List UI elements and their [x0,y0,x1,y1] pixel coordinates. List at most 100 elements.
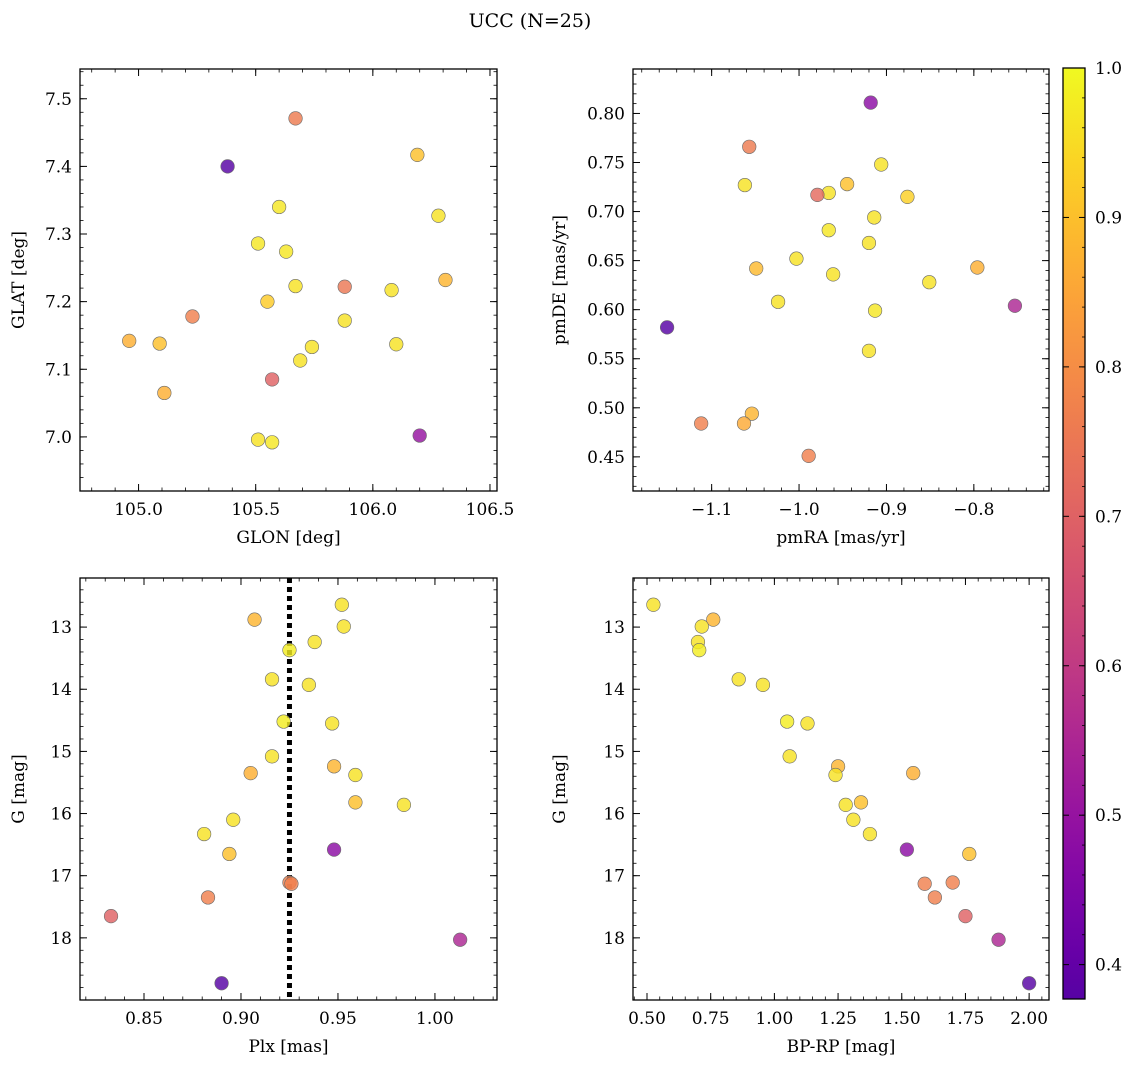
y-tick-label: 18 [603,929,625,949]
y-axis-label: G [mag] [550,754,570,823]
panel-plx-g: 0.85 0.90 0.95 1.00 13 14 15 16 17 18 Plx [mas] G [… [9,577,498,1057]
scatter-point [264,672,280,687]
x-axis-label: GLON [deg] [236,528,340,548]
y-tick-label: 7.5 [45,90,72,110]
scatter-point [337,279,352,294]
y-axis-label: pmDE [mas/yr] [550,215,570,345]
scatter-point [288,278,303,294]
scatter-point [326,759,342,774]
scatter-point [970,260,985,275]
scatter-point [260,294,275,309]
scatter-point [945,875,960,890]
scatter-point [1022,976,1037,991]
y-tick-label: 18 [50,929,72,949]
scatter-point [706,612,721,627]
scatter-point [348,767,363,783]
colorbar-gradient [1063,68,1085,999]
scatter-point [861,343,877,358]
y-tick-label: 7.3 [45,225,72,245]
scatter-point [326,842,342,857]
scatter-point [214,976,229,991]
scatter-point [348,795,363,810]
scatter-point [828,767,843,783]
x-tick-label: 0.85 [125,1009,163,1029]
scatter-point [917,876,932,891]
scatter-point [247,612,262,627]
colorbar-tick-label: 1.0 [1095,59,1122,79]
axes-frame [632,577,1050,1001]
scatter-point [927,890,942,905]
x-tick-label: 1.00 [755,1009,793,1029]
y-axis-label: GLAT [deg] [9,231,29,329]
scatter-point [122,333,137,348]
scatter-point [838,797,853,812]
y-tick-label: 0.80 [587,104,625,124]
scatter-point [157,385,172,401]
y-tick-label: 16 [603,805,625,825]
scatter-point [272,199,287,215]
scatter-point [861,235,877,251]
scatter-point [279,244,294,259]
x-tick-label: 106.5 [466,500,515,520]
scatter-point [991,932,1006,947]
x-tick-label: 0.90 [222,1009,260,1029]
scatter-point [862,826,878,842]
scatter-point [900,189,915,204]
x-tick-label: 106.0 [349,500,398,520]
scatter-point [962,846,977,862]
x-tick-label: 105.5 [231,500,280,520]
x-tick-label: −0.8 [953,500,994,520]
scatter-point [801,448,816,463]
scatter-point [863,95,878,110]
y-tick-label: 0.45 [587,448,625,468]
subplots: 105.0 105.5 106.0 106.5 7.0 7.1 7.2 7.3 7.4 7.5 GL… [9,68,1050,1057]
scatter-point [789,251,804,266]
scatter-point [1007,298,1023,313]
scatter-point [337,313,352,328]
scatter-point [284,876,299,891]
y-tick-label: 14 [50,680,72,700]
scatter-point [250,432,266,447]
y-tick-label: 15 [50,742,72,762]
scatter-point [103,908,119,924]
y-tick-label: 15 [603,742,625,762]
scatter-point [276,714,291,729]
scatter-point [220,159,235,174]
y-tick-label: 0.60 [587,301,625,321]
scatter-point [265,372,280,387]
x-tick-label: 1.75 [947,1009,985,1029]
scatter-point [853,795,869,810]
scatter-point [737,177,752,193]
scatter-point [200,890,216,905]
scatter-point [384,283,399,298]
x-tick-label: 1.25 [819,1009,857,1029]
y-tick-label: 16 [50,805,72,825]
colorbar-tick-label: 0.4 [1095,956,1122,976]
scatter-point [840,176,855,192]
colorbar-tick-label: 0.9 [1095,208,1122,228]
scatter-point [453,932,468,947]
colorbar-tick-label: 0.6 [1095,657,1122,677]
scatter-point [396,797,412,812]
scatter-point [431,208,446,223]
x-axis-label: pmRA [mas/yr] [776,528,905,548]
x-axis-label: Plx [mas] [248,1037,328,1057]
y-tick-label: 0.55 [587,350,625,370]
scatter-point [389,337,404,352]
x-tick-label: 105.0 [114,500,163,520]
colorbar-tick-label: 0.8 [1095,358,1122,378]
scatter-point [438,272,453,288]
y-axis-label: G [mag] [9,754,29,823]
x-tick-label: 0.95 [319,1009,357,1029]
scatter-point [749,261,764,276]
scatter-point [922,275,937,290]
scatter-point [334,597,349,612]
y-tick-label: 7.4 [45,157,72,177]
y-tick-label: 0.50 [587,399,625,419]
scatter-point [288,111,303,126]
x-tick-label: 0.75 [692,1009,730,1029]
scatter-point [282,642,297,658]
scatter-point [325,716,340,731]
y-tick-label: 0.65 [587,252,625,272]
panel-cmd: 0.50 0.75 1.00 1.25 1.50 1.75 2.00 13 14 15 16 17 18… [550,577,1050,1057]
